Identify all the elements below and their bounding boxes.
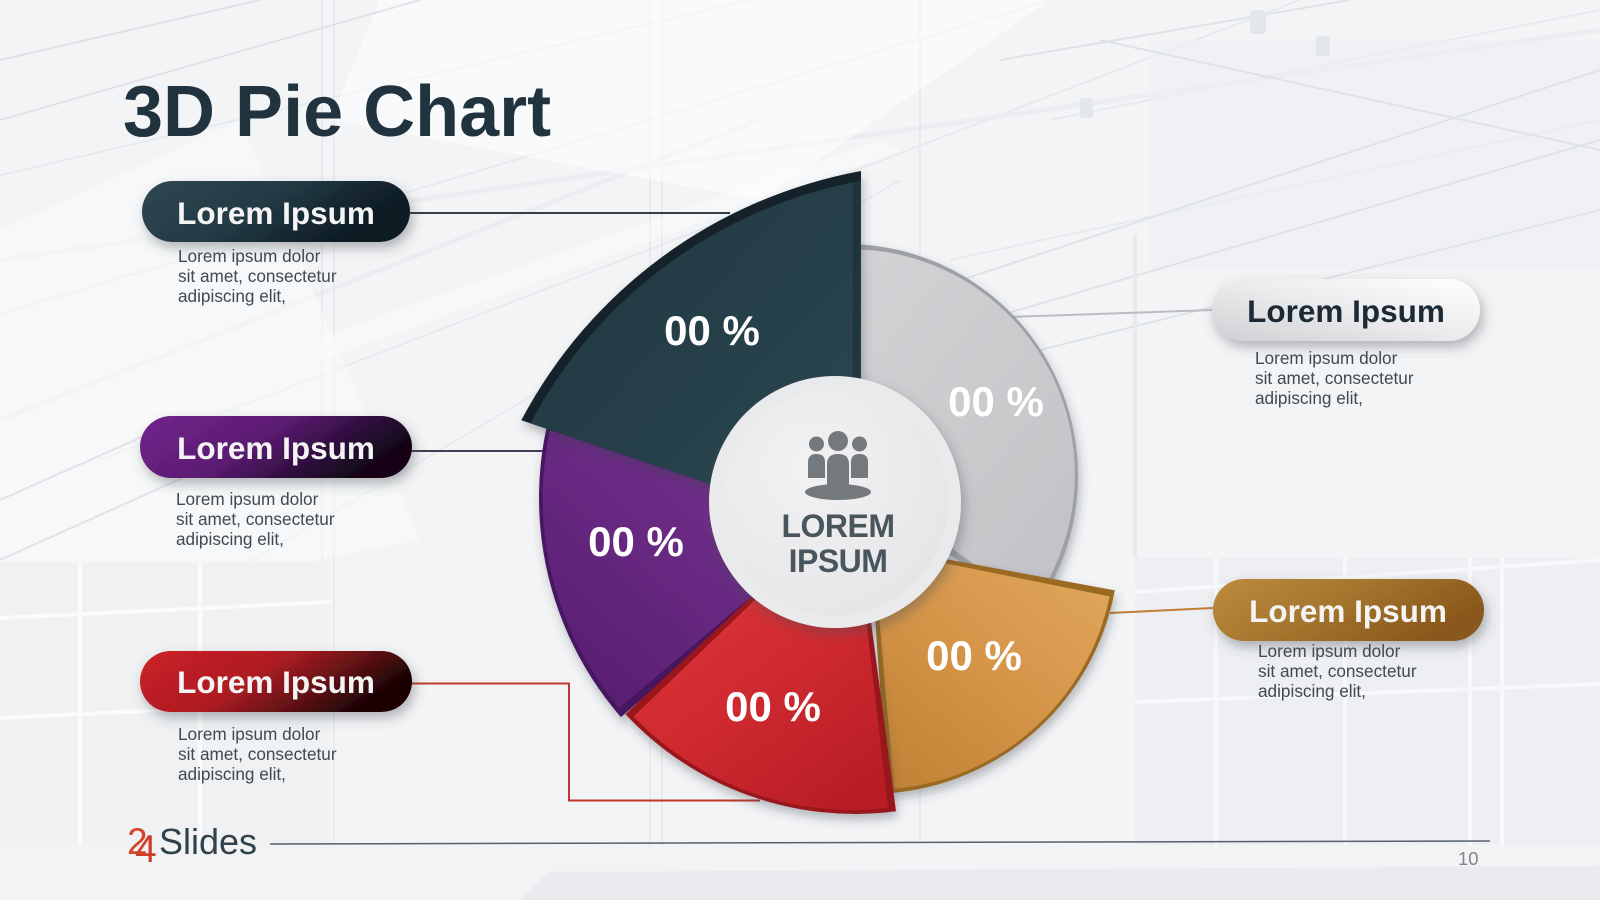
svg-text:adipiscing elit,: adipiscing elit, — [178, 286, 286, 306]
svg-text:Lorem Ipsum: Lorem Ipsum — [177, 195, 375, 231]
svg-text:sit amet, consectetur: sit amet, consectetur — [1258, 661, 1417, 681]
svg-text:LOREM: LOREM — [781, 508, 894, 544]
svg-text:Lorem ipsum dolor: Lorem ipsum dolor — [176, 489, 319, 509]
svg-text:adipiscing elit,: adipiscing elit, — [1258, 681, 1366, 701]
svg-text:4: 4 — [135, 828, 157, 871]
svg-text:Lorem Ipsum: Lorem Ipsum — [1247, 293, 1445, 329]
svg-text:sit amet, consectetur: sit amet, consectetur — [176, 509, 335, 529]
svg-text:sit amet, consectetur: sit amet, consectetur — [178, 266, 337, 286]
svg-text:00 %: 00 % — [725, 683, 821, 730]
svg-text:Lorem Ipsum: Lorem Ipsum — [177, 664, 375, 700]
svg-text:3D Pie Chart: 3D Pie Chart — [123, 72, 551, 152]
svg-text:Lorem ipsum dolor: Lorem ipsum dolor — [178, 724, 321, 744]
svg-text:00 %: 00 % — [926, 632, 1022, 679]
svg-text:Lorem Ipsum: Lorem Ipsum — [177, 430, 375, 466]
svg-text:2: 2 — [127, 821, 148, 862]
svg-text:adipiscing elit,: adipiscing elit, — [1255, 388, 1363, 408]
svg-text:10: 10 — [1458, 848, 1479, 869]
svg-text:00 %: 00 % — [588, 518, 684, 565]
svg-text:00 %: 00 % — [948, 378, 1044, 425]
svg-text:adipiscing elit,: adipiscing elit, — [176, 529, 284, 549]
svg-text:Slides: Slides — [159, 821, 257, 862]
svg-text:Lorem ipsum dolor: Lorem ipsum dolor — [178, 246, 321, 266]
svg-text:sit amet, consectetur: sit amet, consectetur — [178, 744, 337, 764]
svg-text:00 %: 00 % — [664, 307, 760, 354]
svg-text:IPSUM: IPSUM — [789, 543, 888, 579]
svg-text:sit amet, consectetur: sit amet, consectetur — [1255, 368, 1414, 388]
svg-text:Lorem ipsum dolor: Lorem ipsum dolor — [1258, 641, 1401, 661]
svg-text:adipiscing elit,: adipiscing elit, — [178, 764, 286, 784]
svg-text:Lorem Ipsum: Lorem Ipsum — [1249, 593, 1447, 629]
svg-text:Lorem ipsum dolor: Lorem ipsum dolor — [1255, 348, 1398, 368]
